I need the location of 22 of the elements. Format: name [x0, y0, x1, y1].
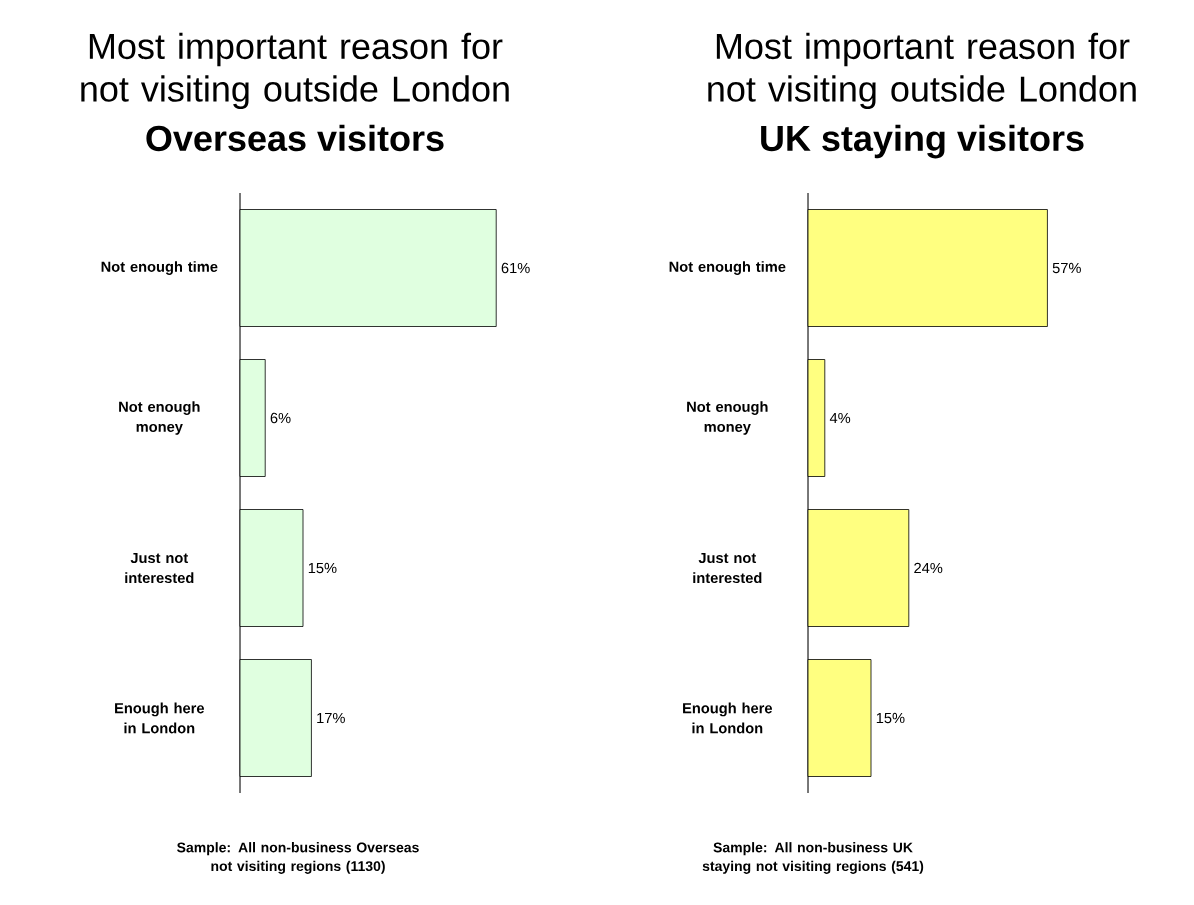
- data-label: 17%: [317, 712, 345, 724]
- y-tick-label: Enough here in London: [683, 702, 773, 734]
- data-label: 6%: [270, 412, 291, 424]
- chart-subtitle: UK staying visitors: [761, 124, 1084, 159]
- data-label: 57%: [1052, 262, 1081, 274]
- y-tick-label: Just not interested: [693, 552, 762, 584]
- y-tick-label: Not enough time: [101, 261, 218, 275]
- data-label: 15%: [308, 562, 337, 574]
- y-tick-label: Enough here in London: [115, 702, 205, 734]
- y-tick-label: Not enough time: [669, 261, 786, 275]
- y-tick-label: Just not interested: [125, 552, 194, 584]
- data-label: 4%: [829, 412, 851, 424]
- chart-subtitle: Overseas visitors: [146, 124, 444, 152]
- chart-title: Most important reason for not visiting outside London: [81, 32, 509, 109]
- text: Sample: All non-business UK staying not visiting regions (541): [702, 842, 924, 874]
- data-label: 61%: [501, 262, 530, 274]
- data-label: 15%: [876, 712, 905, 724]
- chart-title: Most important reason for not visiting outside London: [708, 32, 1136, 109]
- y-tick-label: Not enough money: [687, 401, 768, 435]
- y-tick-label: Not enough money: [119, 401, 200, 435]
- text: Sample: All non-business Overseas not visiting regions (1130): [177, 842, 419, 874]
- data-label: 24%: [914, 562, 943, 574]
